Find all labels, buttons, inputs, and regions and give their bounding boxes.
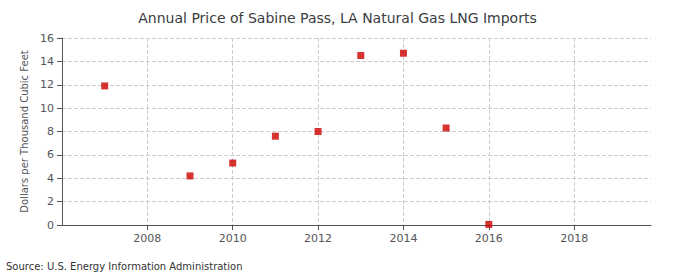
svg-text:2010: 2010 (219, 232, 247, 245)
svg-text:2008: 2008 (133, 232, 161, 245)
svg-text:12: 12 (40, 78, 54, 91)
svg-text:16: 16 (40, 32, 54, 45)
svg-text:2: 2 (47, 195, 54, 208)
svg-text:Annual Price of Sabine Pass, L: Annual Price of Sabine Pass, LA Natural … (138, 10, 536, 26)
svg-text:Source: U.S. Energy Informatio: Source: U.S. Energy Information Administ… (6, 261, 243, 272)
svg-text:2014: 2014 (389, 232, 417, 245)
svg-text:0: 0 (47, 219, 54, 232)
svg-text:8: 8 (47, 125, 54, 138)
svg-text:6: 6 (47, 148, 54, 161)
svg-text:14: 14 (40, 55, 54, 68)
svg-text:2012: 2012 (304, 232, 332, 245)
svg-text:4: 4 (47, 172, 54, 185)
svg-text:2018: 2018 (560, 232, 588, 245)
svg-text:10: 10 (40, 102, 54, 115)
svg-text:2016: 2016 (475, 232, 503, 245)
svg-text:Dollars per Thousand Cubic Fee: Dollars per Thousand Cubic Feet (19, 50, 30, 213)
